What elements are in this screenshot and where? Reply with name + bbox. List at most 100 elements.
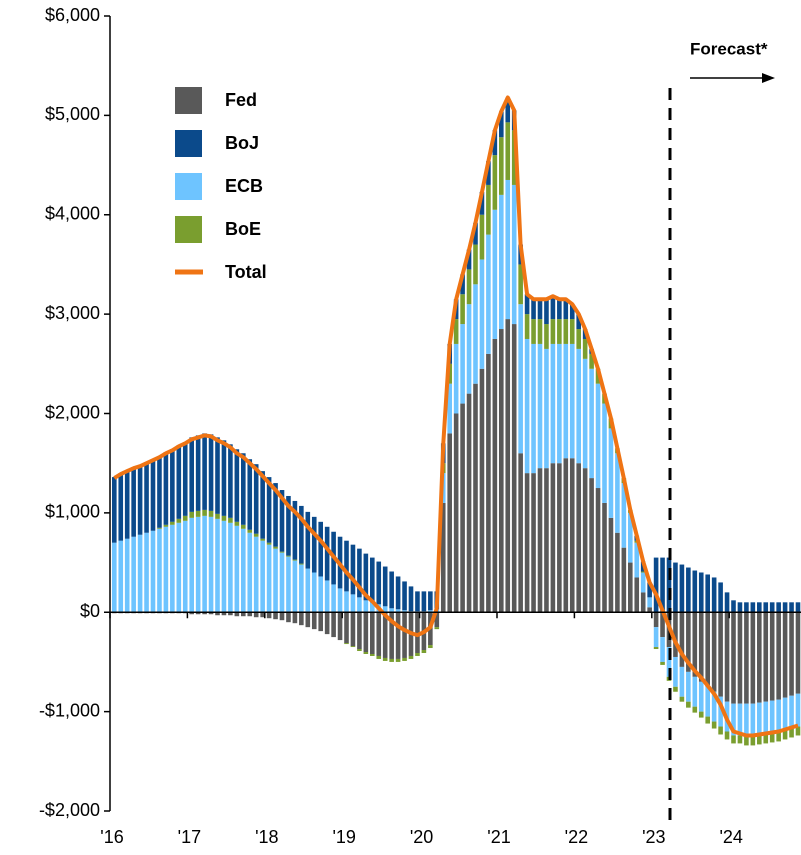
bar [286, 612, 291, 623]
bar [660, 557, 665, 613]
bar [395, 658, 401, 662]
bar [415, 652, 420, 656]
bar [389, 608, 394, 613]
bar [499, 329, 504, 613]
bar [460, 324, 465, 404]
bar [453, 413, 459, 613]
bar [698, 612, 704, 682]
bar [576, 329, 581, 349]
bar [447, 383, 452, 434]
bar [324, 580, 330, 613]
bar [350, 646, 356, 648]
y-tick-label: $2,000 [45, 402, 100, 422]
bar [647, 607, 652, 613]
bar [718, 696, 723, 727]
bar [711, 721, 717, 729]
bar [389, 612, 394, 659]
bar [337, 588, 343, 613]
bar [363, 652, 369, 654]
bar [176, 445, 182, 519]
bar [208, 612, 214, 615]
bar [576, 314, 581, 330]
bar [782, 612, 788, 698]
bar [653, 612, 659, 628]
bar [763, 602, 769, 613]
bar [376, 612, 382, 656]
bar [686, 612, 691, 672]
bar [557, 299, 562, 320]
bar [711, 691, 717, 722]
bar [408, 586, 414, 612]
bar [466, 269, 472, 305]
bar [428, 645, 433, 649]
bar [402, 610, 407, 613]
bar [357, 597, 362, 613]
bar [112, 542, 117, 613]
bar [757, 612, 762, 703]
bar [731, 600, 736, 613]
bar [337, 612, 343, 641]
bar [421, 591, 427, 612]
bar [344, 612, 349, 644]
bar [660, 661, 665, 665]
bar [215, 513, 220, 519]
bar [382, 606, 388, 613]
bar [234, 521, 240, 526]
bar [750, 612, 756, 704]
bar [305, 612, 311, 628]
bar [247, 529, 253, 533]
bar [189, 437, 194, 512]
bar [705, 574, 710, 613]
bar [698, 711, 704, 718]
bar [789, 695, 794, 729]
bar [782, 730, 788, 740]
bar [389, 571, 394, 609]
bar [434, 612, 440, 628]
bar [260, 612, 265, 618]
bar [602, 502, 607, 613]
bar [692, 676, 698, 707]
bar [563, 299, 569, 320]
bar [370, 612, 375, 654]
bar [221, 515, 227, 521]
bar [524, 338, 530, 474]
bar [673, 686, 678, 692]
bar [466, 304, 472, 394]
bar [189, 517, 194, 613]
bar [692, 612, 698, 677]
legend-swatch [175, 87, 202, 114]
bar [563, 458, 569, 613]
bar [299, 563, 304, 565]
bar [357, 649, 362, 652]
bar [615, 453, 620, 533]
bar [724, 592, 730, 613]
bar [499, 194, 504, 330]
bar [247, 459, 253, 530]
bar [524, 294, 530, 315]
bar [647, 597, 652, 608]
bar [640, 572, 646, 593]
bar [344, 540, 349, 592]
bar [744, 736, 749, 746]
bar [118, 473, 124, 541]
bar [511, 324, 517, 613]
bar [241, 528, 246, 613]
bar [253, 536, 259, 613]
bar [795, 612, 801, 694]
bar [253, 464, 259, 534]
bar [370, 653, 375, 656]
bar [473, 244, 478, 285]
bar [486, 161, 491, 185]
bar [686, 567, 691, 613]
bar [653, 627, 659, 648]
bar [518, 264, 523, 305]
bar [279, 551, 285, 553]
legend-label: BoJ [225, 133, 259, 153]
bar [331, 584, 336, 613]
bar [228, 444, 233, 518]
bar [382, 657, 388, 661]
bar [524, 473, 530, 613]
bar [763, 701, 769, 735]
bar [731, 703, 736, 736]
